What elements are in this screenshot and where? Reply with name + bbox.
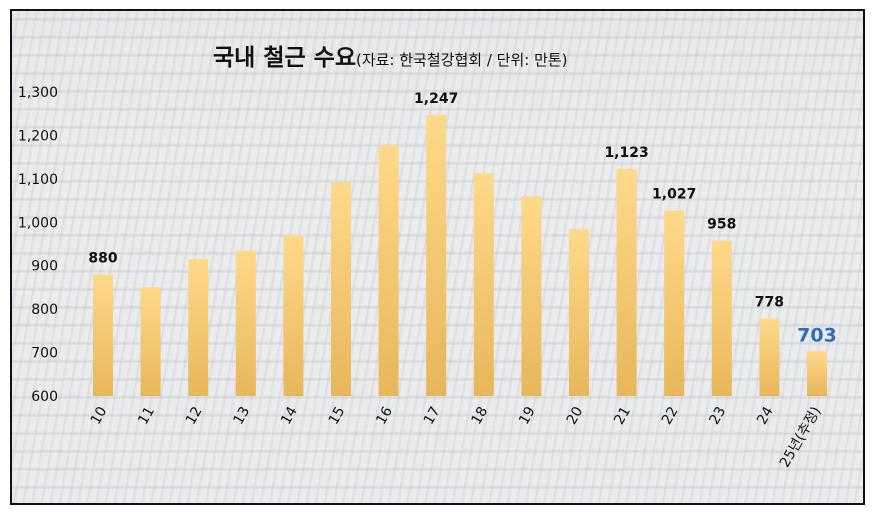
bar xyxy=(426,115,447,396)
x-tick-label: 24 xyxy=(754,404,777,428)
y-tick-label: 1,000 xyxy=(18,215,58,231)
x-tick-label: 10 xyxy=(88,404,111,427)
bar xyxy=(616,168,637,396)
x-tick-label: 20 xyxy=(564,404,587,427)
data-label: 880 xyxy=(88,250,117,266)
bar xyxy=(378,144,399,396)
bar xyxy=(283,235,304,396)
x-tick-label: 23 xyxy=(706,404,729,427)
data-label: 1,247 xyxy=(414,91,458,107)
bars xyxy=(93,115,827,396)
bar xyxy=(93,274,113,396)
data-label: 958 xyxy=(707,217,736,233)
x-tick-label: 19 xyxy=(516,404,539,427)
x-tick-label: 12 xyxy=(183,404,206,427)
y-tick-label: 900 xyxy=(31,259,58,275)
y-tick-label: 1,200 xyxy=(18,128,58,144)
y-tick-label: 600 xyxy=(31,389,58,405)
data-label-highlight: 703 xyxy=(797,324,837,346)
bar xyxy=(473,173,494,396)
x-tick-label: 14 xyxy=(278,404,301,428)
bar xyxy=(807,351,827,396)
x-tick-label: 25년(추정) xyxy=(777,404,825,470)
y-tick-label: 1,100 xyxy=(18,172,58,188)
chart-title: 국내 철근 수요 xyxy=(213,45,356,71)
bar xyxy=(188,259,209,396)
bar xyxy=(711,240,732,396)
bar xyxy=(569,228,589,396)
x-tick-label: 17 xyxy=(421,404,444,427)
bar xyxy=(664,210,685,396)
y-axis: 600 700 800 900 1,000 1,100 1,200 1,300 xyxy=(18,85,58,405)
bar xyxy=(759,318,780,396)
x-tick-label: 15 xyxy=(326,404,349,427)
x-tick-label: 21 xyxy=(611,404,634,427)
data-labels: 880 1,247 1,123 1,027 958 778 703 xyxy=(88,91,836,346)
y-tick-label: 800 xyxy=(31,302,58,318)
x-tick-label: 22 xyxy=(659,404,682,427)
bar xyxy=(140,287,161,396)
x-axis: 10 11 12 13 14 15 16 17 18 19 20 21 22 23 24 25년(추정) xyxy=(88,404,825,470)
y-tick-label: 1,300 xyxy=(18,85,58,101)
chart-subtitle: (자료: 한국철강협회 / 단위: 만톤) xyxy=(355,51,568,69)
chart-title-block: 국내 철근 수요(자료: 한국철강협회 / 단위: 만톤) xyxy=(213,38,568,72)
x-tick-label: 16 xyxy=(373,404,396,428)
bar xyxy=(521,196,542,396)
data-label: 1,123 xyxy=(604,145,648,161)
x-tick-label: 13 xyxy=(230,404,253,427)
y-tick-label: 700 xyxy=(31,346,58,362)
data-label: 1,027 xyxy=(652,187,696,203)
x-tick-label: 11 xyxy=(135,404,158,427)
bar xyxy=(331,182,351,396)
data-label: 778 xyxy=(755,295,784,311)
bar xyxy=(235,250,256,396)
x-tick-label: 18 xyxy=(468,404,491,427)
